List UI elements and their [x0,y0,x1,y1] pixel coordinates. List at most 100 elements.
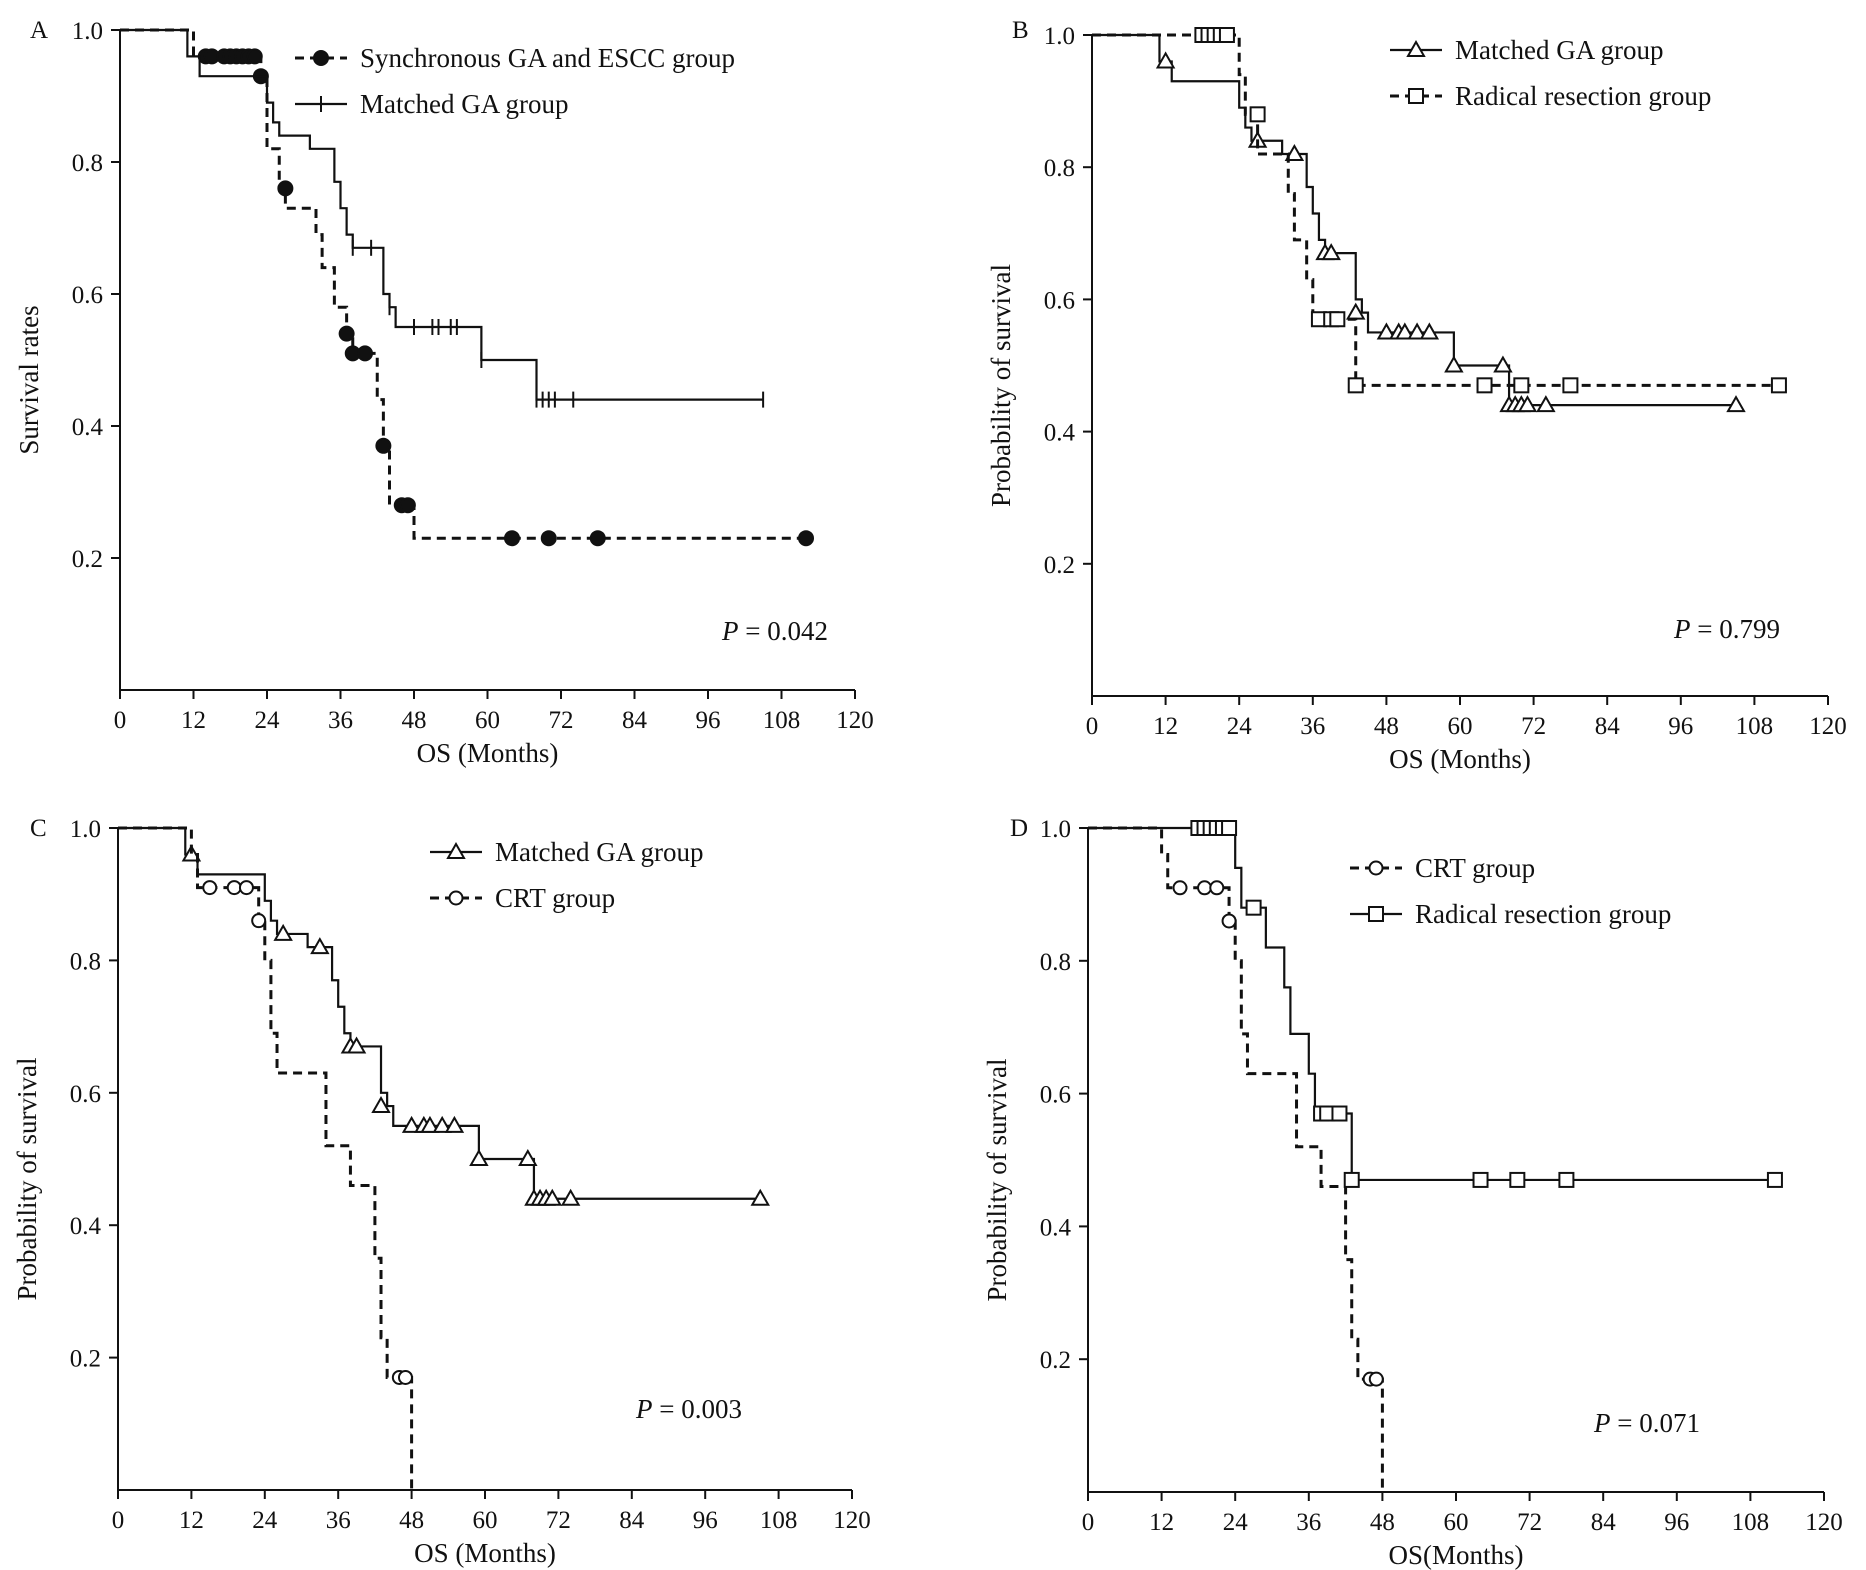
y-axis-title: Probability of survival [982,1059,1012,1302]
x-tick-label: 60 [1444,1509,1469,1536]
y-tick-label: 0.2 [70,1346,101,1373]
panel-b: B 0 12 24 36 48 60 72 84 96 108 120 0.2 0.4 0.6 0.8 1.0 O… [986,17,1847,774]
x-tick-label: 96 [1668,713,1693,740]
p-value: P = 0.003 [635,1394,742,1424]
x-tick-label: 84 [619,1507,645,1534]
x-tick-label: 36 [328,707,353,734]
y-tick-label: 0.4 [72,414,104,441]
p-value-symbol: P [635,1394,653,1424]
p-value-spacer [1611,1408,1618,1438]
censor-marker [1221,820,1238,836]
censor-marker [469,1148,489,1166]
x-tick-label: 120 [836,707,874,734]
p-value-spacer [1691,614,1698,644]
panel-letter: D [1010,815,1028,842]
p-value-symbol: P [1673,614,1691,644]
y-tick-label: 0.6 [72,282,103,309]
x-tick-label: 0 [114,707,127,734]
censor-marker [1536,395,1556,413]
x-axis-title: OS(Months) [1388,1540,1523,1570]
x-tick-label: 108 [1732,1509,1770,1536]
legend-entry: Radical resection group [1390,81,1711,111]
p-value-symbol: P [1593,1408,1611,1438]
y-tick-label: 0.4 [1044,420,1076,447]
y-tick-label: 0.6 [1040,1082,1071,1109]
x-tick-label: 12 [1153,713,1178,740]
censor-marker [277,180,294,197]
censor-marker [1472,1171,1489,1188]
censor-marker [1509,1171,1526,1188]
y-tick-label: 0.8 [1044,155,1075,182]
legend-marker [1406,39,1426,57]
censor-marker [1419,322,1440,340]
y-tick-label: 0.4 [70,1213,102,1240]
panel-letter: A [30,17,48,44]
censor-marker [798,530,814,547]
x-tick-label: 36 [326,1507,351,1534]
censor-marker [1172,880,1188,896]
censor-marker [273,923,293,941]
censor-marker [589,530,606,547]
x-tick-label: 72 [1517,1509,1542,1536]
legend-entry: Matched GA group [295,89,568,119]
x-tick-label: 36 [1300,713,1325,740]
y-axis-title: Survival rates [14,305,44,454]
censor-marker [1218,27,1235,43]
legend-entry: Synchronous GA and ESCC group [295,43,735,73]
x-tick-label: 48 [1370,1509,1395,1536]
y-tick-label: 1.0 [1044,23,1075,50]
y-tick-label: 0.8 [72,150,103,177]
x-tick-label: 72 [1521,713,1546,740]
censor-marker [518,1148,538,1166]
censor-marker [1155,51,1176,69]
x-tick-label: 84 [1591,1509,1617,1536]
y-tick-label: 0.4 [1040,1214,1072,1241]
p-value-spacer [739,616,746,646]
censor-marker [1513,377,1530,394]
censor-marker [1221,913,1237,929]
censor-marker [1245,899,1262,916]
y-tick-label: 0.6 [70,1081,101,1108]
legend-label: Matched GA group [495,837,703,867]
legend-marker [1368,906,1384,922]
censor-marker [1444,355,1464,373]
y-tick-label: 0.2 [1044,552,1075,579]
censor-marker [750,1188,770,1206]
legend-entry: Matched GA group [430,837,703,867]
x-tick-label: 60 [475,707,500,734]
x-tick-label: 96 [693,1507,718,1534]
series-matched-ga-group [118,826,770,1206]
censor-marker [420,1115,440,1133]
censor-marker [1321,243,1341,261]
x-tick-label: 12 [1149,1509,1174,1536]
p-value: P = 0.071 [1593,1408,1700,1438]
legend-label: CRT group [495,883,615,913]
censor-marker [1558,1171,1575,1188]
y-tick-label: 1.0 [72,18,103,45]
legend-label: CRT group [1415,853,1535,883]
legend-entry: Matched GA group [1390,35,1663,65]
x-tick-label: 24 [1227,713,1253,740]
censor-marker [346,1036,367,1054]
legend-marker [448,890,464,906]
x-tick-label: 48 [399,1507,424,1534]
legend-marker [1408,88,1424,104]
censor-marker [1368,1371,1384,1387]
censor-marker [1209,880,1225,896]
x-axis-title: OS (Months) [1389,744,1531,774]
censor-marker [1407,322,1427,340]
x-tick-label: 0 [1086,713,1099,740]
censor-marker [1249,106,1266,123]
series-crt-group [118,826,414,1490]
censor-marker [1726,395,1746,413]
x-tick-label: 0 [112,1507,125,1534]
x-tick-label: 72 [549,707,574,734]
legend-label: Radical resection group [1415,899,1671,929]
x-tick-label: 60 [1448,713,1473,740]
censor-marker [1376,322,1397,340]
p-value-text: = 0.042 [745,616,828,646]
series-matched-ga-group [120,28,765,408]
legend-label: Matched GA group [360,89,568,119]
series-radical-resection-group [1092,27,1787,394]
y-axis-title: Probability of survival [986,264,1016,507]
